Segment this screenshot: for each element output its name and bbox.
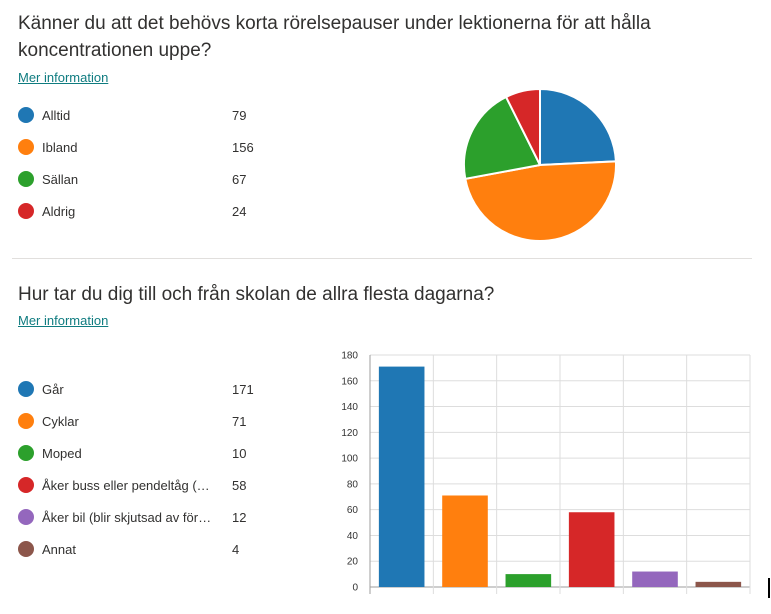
y-tick-label: 180 <box>341 351 358 362</box>
bar-4 <box>632 571 678 587</box>
y-tick-label: 120 <box>341 428 358 439</box>
y-tick-label: 60 <box>347 505 359 516</box>
legend-label: Går <box>42 382 64 397</box>
bar-1 <box>442 495 488 587</box>
legend-label: Cyklar <box>42 414 79 429</box>
pie-slice-3 <box>504 87 541 166</box>
legend-label: Åker bil (blir skjutsad av föräld... <box>42 510 214 525</box>
question-1-title: Känner du att det behövs korta rörelsepa… <box>18 13 651 61</box>
bar-2 <box>505 574 552 587</box>
y-tick-label: 20 <box>347 557 359 568</box>
legend-count: 156 <box>232 140 254 155</box>
legend-swatch <box>18 477 34 493</box>
question-2-legend: Går 171 Cyklar 71 Moped 10 Åker buss ell… <box>18 375 268 567</box>
legend-label: Sällan <box>42 172 79 187</box>
pie-slice-1 <box>464 160 617 242</box>
legend-label: Aldrig <box>42 204 76 219</box>
legend-item-sallan: Sällan 67 <box>18 165 268 197</box>
legend-swatch <box>18 381 34 397</box>
legend-count: 58 <box>232 478 247 493</box>
legend-swatch <box>18 171 34 187</box>
legend-swatch <box>18 203 34 219</box>
legend-item-bil: Åker bil (blir skjutsad av föräld... 12 <box>18 503 268 535</box>
legend-count: 79 <box>232 108 247 123</box>
legend-label: Annat <box>42 542 76 557</box>
legend-count: 12 <box>232 510 247 525</box>
question-1-legend: Alltid 79 Ibland 156 Sällan 67 Aldrig 24 <box>18 101 268 229</box>
y-tick-label: 140 <box>341 402 358 413</box>
legend-swatch <box>18 107 34 123</box>
legend-count: 171 <box>232 382 254 397</box>
legend-count: 10 <box>232 446 247 461</box>
y-tick-label: 0 <box>352 583 358 594</box>
legend-item-moped: Moped 10 <box>18 439 268 471</box>
legend-count: 24 <box>232 204 247 219</box>
legend-swatch <box>18 139 34 155</box>
legend-count: 71 <box>232 414 247 429</box>
legend-item-buss: Åker buss eller pendeltåg (koll... 58 <box>18 471 268 503</box>
y-tick-label: 80 <box>347 479 359 490</box>
legend-item-cyklar: Cyklar 71 <box>18 407 268 439</box>
legend-swatch <box>18 509 34 525</box>
y-tick-label: 100 <box>341 454 358 465</box>
legend-count: 67 <box>232 172 247 187</box>
pie-chart <box>463 87 617 242</box>
text-cursor <box>768 578 770 598</box>
legend-label: Moped <box>42 446 82 461</box>
legend-label: Alltid <box>42 108 71 123</box>
legend-label: Ibland <box>42 140 78 155</box>
question-1-more-info-link[interactable]: Mer information <box>18 70 109 85</box>
pie-slice-0 <box>539 87 617 167</box>
legend-item-alltid: Alltid 79 <box>18 101 268 133</box>
legend-swatch <box>18 413 34 429</box>
y-tick-label: 40 <box>347 531 359 542</box>
bar-0 <box>378 366 425 587</box>
legend-swatch <box>18 541 34 557</box>
legend-item-gar: Går 171 <box>18 375 268 407</box>
legend-label: Åker buss eller pendeltåg (koll... <box>42 478 214 493</box>
legend-item-annat: Annat 4 <box>18 535 268 567</box>
bar-chart: 0 20 40 60 80 100 120 140 160 180 <box>341 351 751 594</box>
legend-swatch <box>18 445 34 461</box>
bar-5 <box>695 581 742 587</box>
legend-item-ibland: Ibland 156 <box>18 133 268 165</box>
bar-3 <box>568 512 615 587</box>
legend-item-aldrig: Aldrig 24 <box>18 197 268 229</box>
pie-slice-2 <box>463 95 542 181</box>
section-divider <box>12 258 752 259</box>
y-tick-label: 160 <box>341 376 358 387</box>
legend-count: 4 <box>232 542 240 557</box>
question-2-title: Hur tar du dig till och från skolan de a… <box>18 284 495 305</box>
question-2-more-info-link[interactable]: Mer information <box>18 313 109 328</box>
